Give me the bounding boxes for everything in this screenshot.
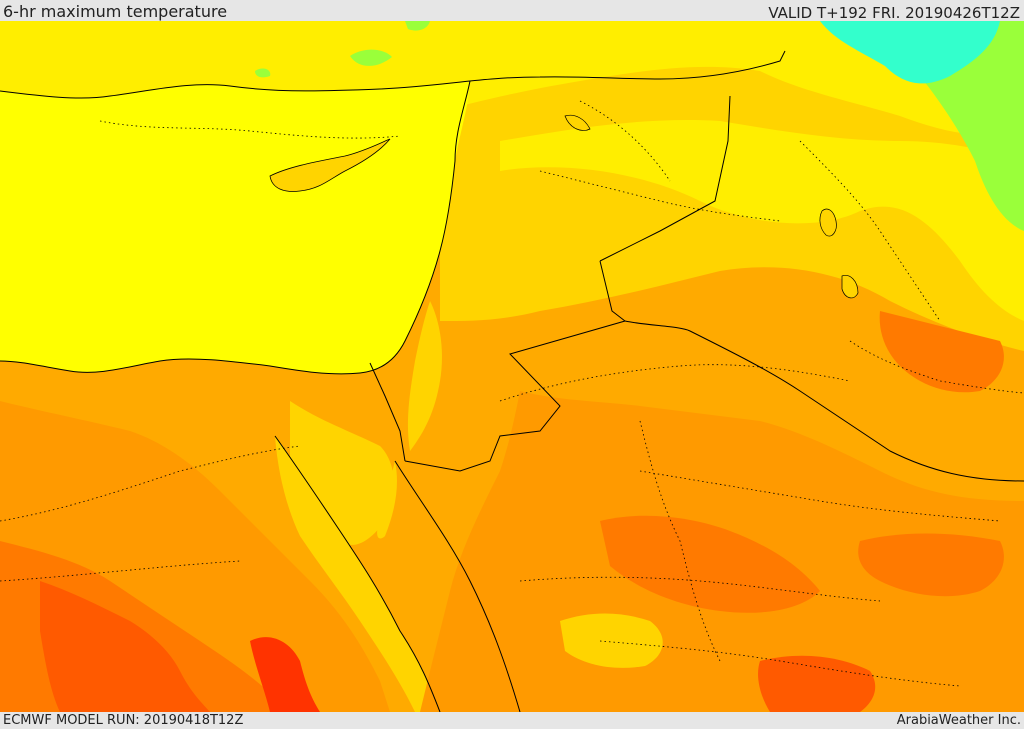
syria-yellow-zone [500,120,1024,321]
mediterranean-sea [0,81,470,374]
lake-assad [564,114,591,131]
coastline-turkey [0,80,471,99]
cyan-patch-ne [820,21,1000,84]
lake-tharthar [819,208,837,237]
green-patch-turkey [350,49,392,66]
cyprus-island [269,138,391,192]
temperature-map[interactable] [0,21,1024,712]
saudi-dark-orange-zone [600,515,820,613]
gulf-red-zone [879,311,1004,393]
saudi-dark-orange-zone-2 [858,533,1004,597]
country-borders [0,50,1024,712]
coastline-red-sea-west [274,435,441,712]
green-patch-turkey-2 [255,68,271,78]
northern-land-zone [0,21,1024,351]
border-syria-iraq [599,95,731,262]
map-title: 6-hr maximum temperature [3,2,228,21]
border-egypt-israel [369,362,406,462]
saudi-yellow-zone [560,613,663,668]
border-turkey-syria [469,50,786,82]
coastline-red-sea-east [394,460,521,712]
red-sea [275,436,440,712]
top-bar: 6-hr maximum temperature VALID T+192 FRI… [0,0,1024,22]
saudi-red-orange-zone [758,655,876,712]
green-patch-north [405,21,430,31]
province-boundaries [0,100,1024,687]
jordan-valley-zone [407,301,442,451]
lake-habbaniyah [841,275,859,299]
bottom-bar: ECMWF MODEL RUN: 20190418T12Z ArabiaWeat… [0,712,1024,729]
green-patch-ne [880,21,1024,231]
valid-time: VALID T+192 FRI. 20190426T12Z [768,4,1020,22]
map-canvas [0,21,1024,712]
nile-red-zone [40,581,210,712]
model-run-label: ECMWF MODEL RUN: 20190418T12Z [3,713,244,728]
coastline-levant [0,80,471,375]
credit-label: ArabiaWeather Inc. [896,713,1021,728]
nile-hot-zone [250,637,320,712]
gulf-of-aqaba [377,461,397,539]
border-jordan-saudi [404,260,627,472]
border-iraq-saudi [624,320,1024,482]
